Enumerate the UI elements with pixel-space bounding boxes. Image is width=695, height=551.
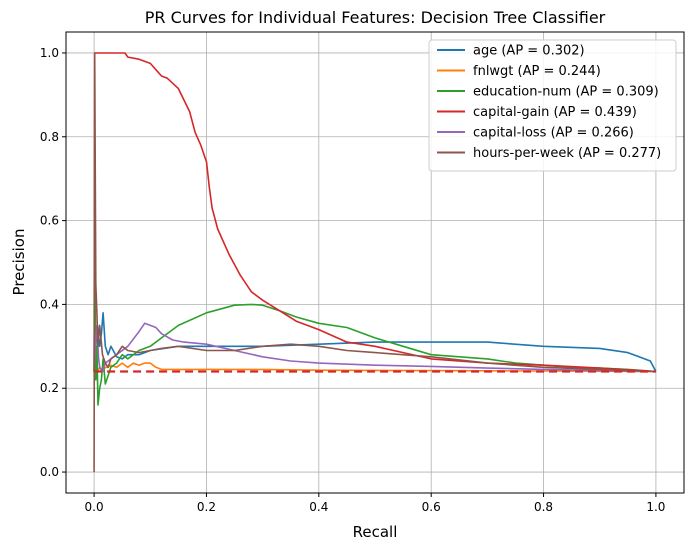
y-tick-label: 0.6: [40, 214, 59, 228]
x-tick-label: 0.8: [534, 500, 553, 514]
plot-frame: [65, 31, 685, 494]
series-line-3: [93, 52, 656, 373]
x-tick-label: 0.0: [85, 500, 104, 514]
legend-label-1: fnlwgt (AP = 0.244): [473, 64, 601, 79]
legend-box: [428, 39, 677, 172]
y-tick-label: 0.8: [40, 130, 59, 144]
x-tick-label: 0.4: [309, 500, 328, 514]
series-line-4: [93, 322, 656, 373]
legend-label-5: hours-per-week (AP = 0.277): [473, 146, 661, 161]
axis-ticks: 0.0 0.2 0.4 0.6 0.8 1.0 0.0 0.2 0.4 0.6 0.8 1.0: [40, 46, 666, 514]
x-tick-label: 1.0: [646, 500, 665, 514]
y-tick-label: 0.0: [40, 465, 59, 479]
x-tick-label: 0.2: [197, 500, 216, 514]
legend-label-4: capital-loss (AP = 0.266): [473, 126, 634, 141]
legend-label-2: education-num (AP = 0.309): [473, 85, 659, 100]
x-tick-label: 0.6: [422, 500, 441, 514]
legend-label-0: age (AP = 0.302): [473, 44, 585, 59]
series-line-2: [93, 261, 656, 406]
legend: age (AP = 0.302) fnlwgt (AP = 0.244) educa…: [428, 39, 677, 172]
y-axis-label: Precision: [10, 229, 28, 296]
x-axis-label: Recall: [353, 523, 398, 541]
series-line-5: [93, 52, 656, 473]
chart-title: PR Curves for Individual Features: Decis…: [145, 8, 606, 27]
y-tick-label: 0.2: [40, 381, 59, 395]
legend-label-3: capital-gain (AP = 0.439): [473, 105, 637, 120]
y-tick-label: 1.0: [40, 46, 59, 60]
y-tick-label: 0.4: [40, 297, 59, 311]
